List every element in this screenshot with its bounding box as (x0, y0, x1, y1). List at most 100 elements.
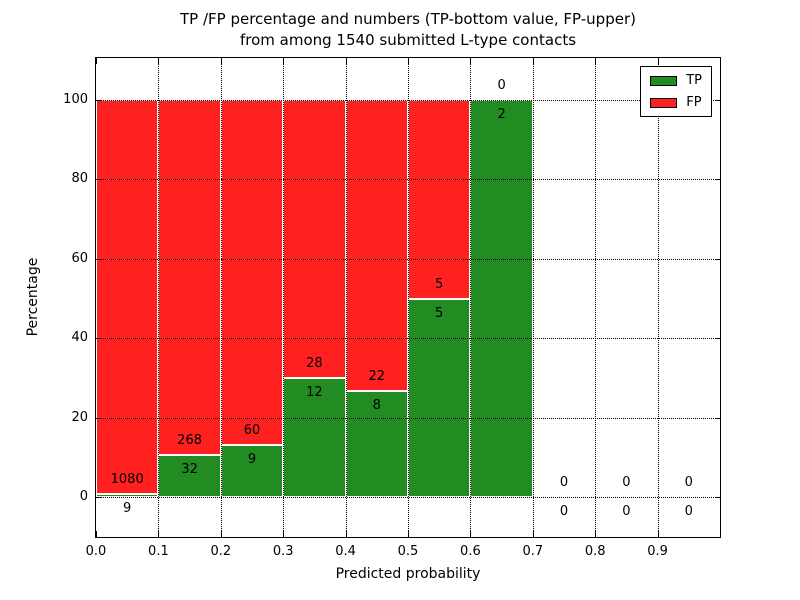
x-tick-mark (657, 531, 659, 537)
fp-count-label: 1080 (110, 471, 144, 487)
y-tick-mark (715, 338, 720, 340)
x-tick-label: 0.9 (647, 544, 668, 559)
legend-label-tp: TP (686, 73, 702, 88)
tp-count-label: 8 (372, 398, 381, 414)
y-tick-mark (96, 338, 101, 340)
fp-count-label: 0 (684, 475, 693, 490)
x-tick-mark (408, 58, 409, 64)
y-tick-label: 0 (79, 489, 88, 504)
y-tick-mark (96, 100, 101, 101)
tp-count-label: 0 (684, 504, 693, 519)
x-tick-mark (532, 531, 534, 537)
x-tick-mark (96, 531, 97, 537)
x-gridline (158, 58, 160, 537)
fp-count-label: 0 (559, 475, 569, 490)
x-tick-mark (408, 531, 409, 537)
tp-bar-segment (345, 391, 408, 497)
x-gridline (345, 58, 347, 537)
tp-count-label: 0 (622, 504, 631, 519)
x-tick-mark (470, 58, 472, 64)
x-tick-mark (595, 58, 597, 64)
tp-count-label: 5 (435, 305, 444, 321)
tp-count-label: 9 (123, 500, 132, 516)
legend-entry-tp: TP (650, 74, 702, 87)
y-tick-mark (715, 100, 720, 101)
x-tick-label: 0.3 (272, 544, 294, 559)
y-tick-label: 100 (63, 92, 88, 107)
x-tick-label: 0.2 (210, 544, 232, 559)
x-tick-label: 0.6 (460, 544, 481, 559)
plot-area: TP FP 1080 9 268 32 60 9 28 12 22 8 5 5 0 2 0 0 0 0 0 0 (95, 57, 721, 538)
fp-count-label: 60 (243, 423, 261, 439)
y-tick-mark (96, 258, 101, 260)
y-tick-mark (715, 497, 720, 498)
tp-bar-segment (283, 377, 346, 497)
x-gridline (220, 58, 222, 537)
chart-title-line2: from among 1540 submitted L-type contact… (239, 31, 577, 49)
x-gridline (657, 58, 659, 537)
fp-legend-swatch-icon (650, 97, 678, 108)
fp-bar-segment (96, 100, 159, 494)
y-tick-label: 20 (71, 409, 88, 425)
y-tick-mark (96, 497, 101, 498)
fp-bar-segment (158, 100, 221, 455)
tp-count-label: 2 (497, 107, 506, 122)
fp-count-label: 5 (435, 276, 444, 292)
fp-bar-segment (408, 100, 471, 299)
x-tick-mark (220, 531, 222, 537)
tp-count-label: 32 (181, 461, 198, 477)
x-tick-mark (158, 531, 160, 537)
legend-entry-fp: FP (650, 96, 702, 109)
tp-count-label: 0 (559, 504, 569, 519)
tp-bar-segment (470, 100, 533, 497)
x-tick-mark (595, 531, 597, 537)
x-gridline (595, 58, 597, 537)
tp-count-label: 9 (247, 452, 257, 468)
x-axis-label: Predicted probability (335, 566, 481, 582)
legend: TP FP (640, 66, 712, 117)
tp-bar-segment (408, 298, 471, 497)
fp-count-label: 0 (497, 78, 506, 93)
x-tick-mark (345, 531, 347, 537)
fp-bar-segment (283, 100, 346, 378)
fp-count-label: 268 (177, 432, 202, 448)
x-tick-mark (220, 58, 222, 64)
x-tick-label: 0.7 (522, 544, 544, 559)
x-gridline (470, 58, 472, 537)
tp-bar-segment (158, 454, 221, 497)
fp-count-label: 22 (368, 369, 386, 385)
x-tick-label: 0.5 (397, 544, 419, 559)
y-tick-mark (715, 179, 720, 181)
x-tick-mark (532, 58, 534, 64)
tp-legend-swatch-icon (650, 75, 678, 86)
chart-title: TP /FP percentage and numbers (TP-bottom… (96, 9, 720, 51)
y-tick-label: 40 (71, 330, 88, 346)
x-tick-mark (470, 531, 472, 537)
x-tick-label: 0.4 (335, 544, 356, 559)
y-tick-mark (715, 417, 720, 419)
x-tick-mark (283, 531, 285, 537)
x-tick-label: 0.1 (148, 544, 169, 559)
y-tick-mark (96, 179, 101, 181)
x-gridline (283, 58, 285, 537)
fp-count-label: 0 (622, 475, 631, 490)
y-tick-label: 80 (71, 171, 88, 187)
x-gridline (532, 58, 534, 537)
y-axis-label: Percentage (25, 257, 41, 337)
tp-count-label: 12 (306, 384, 323, 400)
chart-title-line1: TP /FP percentage and numbers (TP-bottom… (180, 10, 636, 28)
fp-bar-segment (345, 100, 408, 392)
x-tick-mark (283, 58, 285, 64)
x-tick-mark (158, 58, 160, 64)
x-tick-label: 0.0 (85, 544, 107, 559)
x-tick-mark (96, 58, 97, 64)
x-tick-mark (345, 58, 347, 64)
x-gridline (408, 58, 409, 537)
y-tick-label: 60 (71, 250, 88, 266)
legend-label-fp: FP (686, 95, 702, 110)
tp-bar-segment (96, 493, 159, 497)
x-tick-label: 0.8 (584, 544, 606, 559)
y-tick-mark (715, 258, 720, 260)
fp-count-label: 28 (306, 355, 323, 371)
